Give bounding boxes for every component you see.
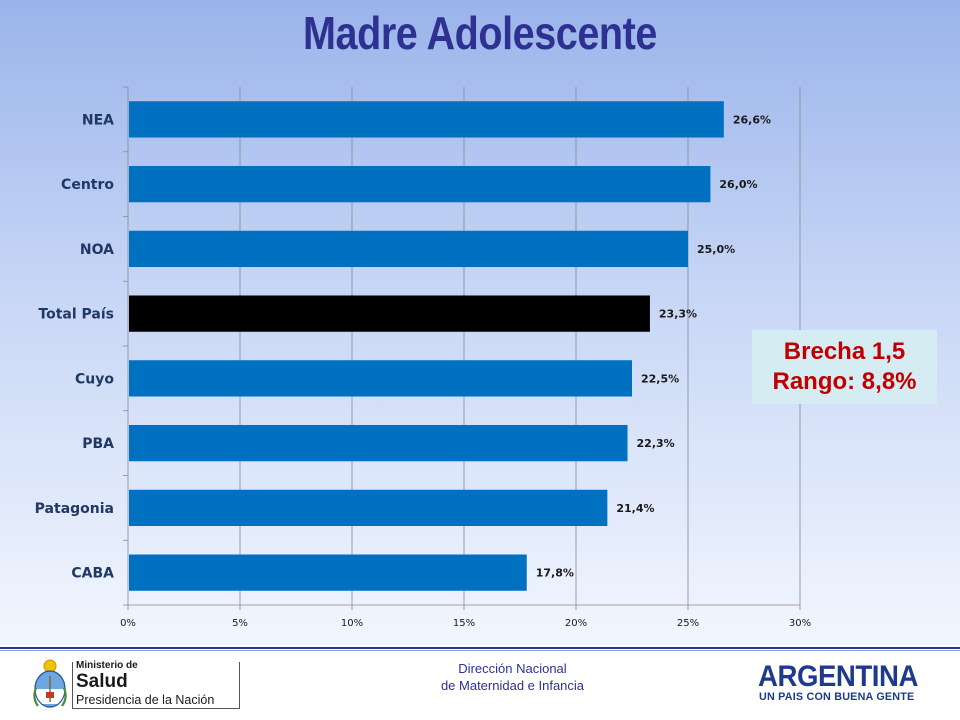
ministry-logo: Ministerio de Salud Presidencia de la Na…	[30, 656, 240, 714]
category-label-6: Patagonia	[35, 501, 114, 517]
footer-divider	[0, 647, 960, 649]
bar-3	[129, 295, 650, 332]
direccion-line-2: de Maternidad e Infancia	[440, 678, 585, 693]
category-label-3: Total País	[38, 307, 114, 323]
bar-chart: 0% 5% 10% 15% 20% 25% 30% NEA 26,6% Centro 26,0% NO…	[35, 86, 811, 629]
argentina-wordmark: ARGENTINA	[758, 660, 918, 693]
x-tick-label-4: 20%	[565, 618, 587, 629]
category-label-1: Centro	[61, 177, 114, 193]
gap-callout: Brecha 1,5 Rango: 8,8%	[752, 330, 937, 404]
category-label-4: Cuyo	[75, 371, 114, 387]
callout-rango: Rango: 8,8%	[772, 368, 917, 395]
data-label-6: 21,4%	[616, 502, 654, 515]
data-label-4: 22,5%	[641, 372, 679, 385]
x-tick-label-3: 15%	[453, 618, 475, 629]
x-tick-label-1: 5%	[232, 618, 248, 629]
category-label-5: PBA	[82, 436, 114, 452]
bar-4	[129, 360, 632, 397]
x-tick-label-6: 30%	[789, 618, 811, 629]
x-tick-label-2: 10%	[341, 618, 363, 629]
bar-6	[129, 489, 608, 527]
bar-5	[129, 424, 628, 462]
national-seal-icon	[33, 659, 67, 708]
data-label-7: 17,8%	[536, 567, 574, 580]
bar-7	[129, 554, 527, 591]
bar-2	[129, 230, 688, 268]
argentina-slogan: UN PAIS CON BUENA GENTE	[759, 691, 915, 703]
bar-0	[129, 101, 724, 138]
category-label-7: CABA	[71, 566, 114, 582]
argentina-logo: ARGENTINA UN PAIS CON BUENA GENTE	[758, 660, 938, 706]
direccion-label: Dirección Nacional de Maternidad e Infan…	[380, 660, 645, 694]
ministry-line-3: Presidencia de la Nación	[76, 693, 215, 707]
footer-divider-thin	[0, 650, 960, 651]
ministry-line-1: Ministerio de	[76, 660, 138, 671]
x-tick-label-0: 0%	[120, 618, 136, 629]
direccion-line-1: Dirección Nacional	[458, 661, 567, 676]
data-label-0: 26,6%	[733, 113, 771, 126]
category-label-2: NOA	[80, 242, 114, 258]
ministry-bracket	[72, 662, 240, 709]
ministry-line-2: Salud	[76, 671, 128, 692]
x-tick-label-5: 25%	[677, 618, 699, 629]
bar-1	[129, 165, 711, 203]
category-label-0: NEA	[82, 112, 114, 128]
data-label-5: 22,3%	[637, 437, 675, 450]
data-label-1: 26,0%	[719, 178, 757, 191]
data-label-2: 25,0%	[697, 243, 735, 256]
callout-brecha: Brecha 1,5	[783, 338, 906, 365]
data-label-3: 23,3%	[659, 308, 697, 321]
chart-title: Madre Adolescente	[303, 7, 657, 59]
